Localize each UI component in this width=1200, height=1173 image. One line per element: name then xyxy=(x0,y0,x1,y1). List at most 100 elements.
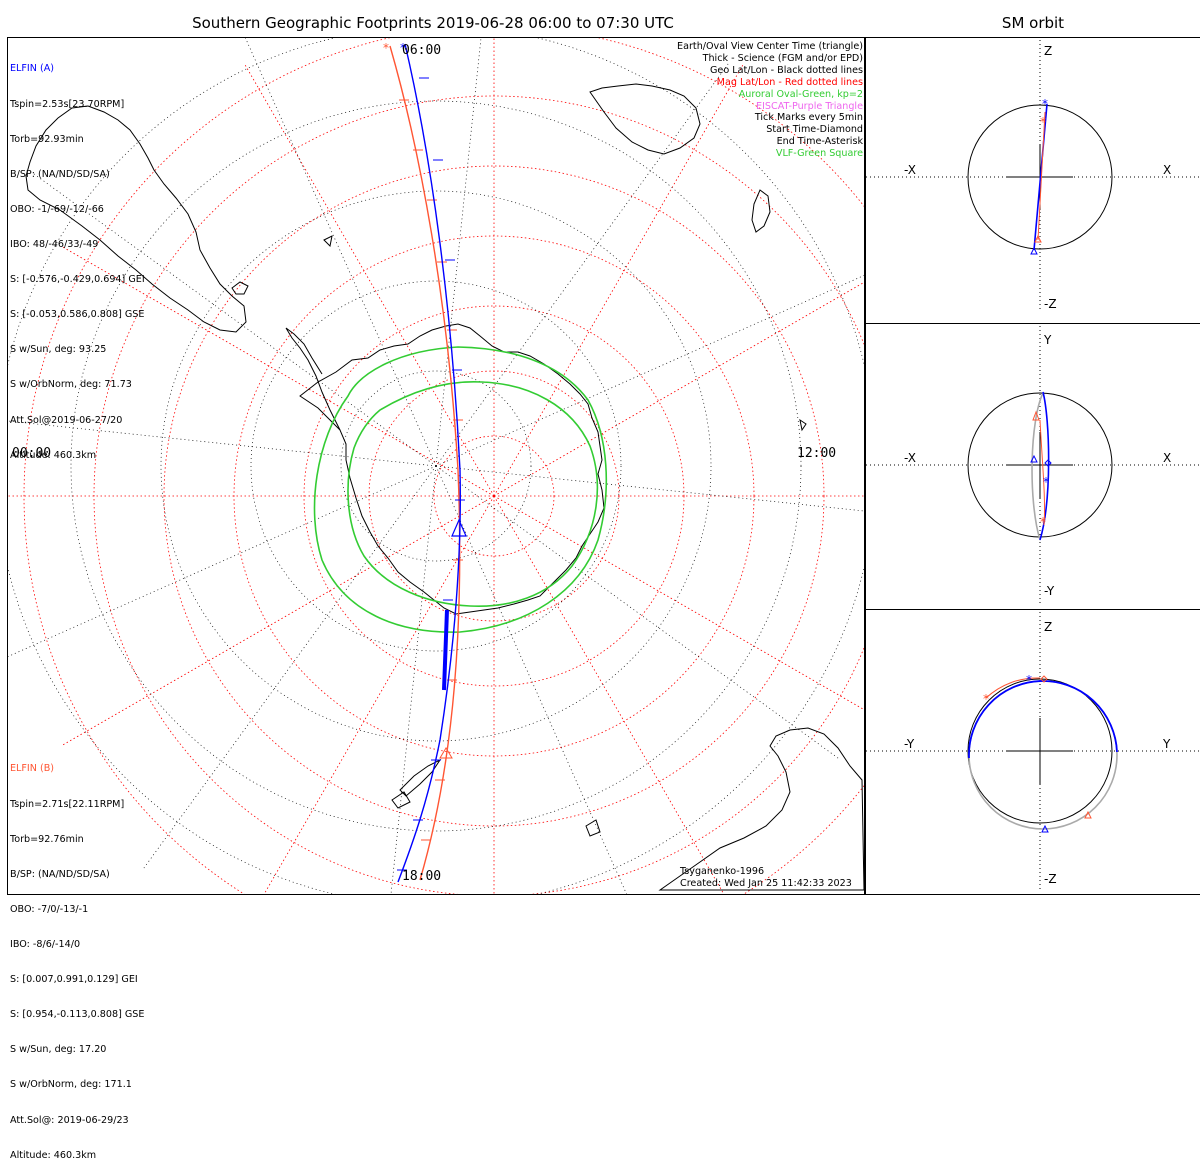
elfin-b-end-asterisk: * xyxy=(383,41,389,55)
kerguelen xyxy=(799,418,807,432)
south-america-coastline xyxy=(25,105,247,333)
credits: Tsyganenko-1996 Created: Wed Jan 25 11:4… xyxy=(680,866,852,889)
sm1-top-label: Z xyxy=(1044,44,1053,58)
elfin-b-view-center-triangle xyxy=(439,747,453,759)
elfin-b-line: OBO: -7/0/-13/-1 xyxy=(10,903,89,915)
madagascar xyxy=(751,189,771,233)
elfin-b-line: S: [0.954,-0.113,0.808] GSE xyxy=(10,1009,145,1021)
svg-text:*: * xyxy=(1026,673,1032,687)
legend-item: Geo Lat/Lon - Black dotted lines xyxy=(709,64,863,76)
elfin-a-line: S w/OrbNorm, deg: 71.73 xyxy=(10,379,132,391)
geo-lon-line xyxy=(8,465,437,657)
antarctic-peninsula xyxy=(285,327,341,431)
antarctica-coastline xyxy=(299,323,605,615)
mag-lon-line xyxy=(60,495,495,747)
elfin-a-line: S: [-0.053,0.586,0.808] GSE xyxy=(10,309,145,321)
mag-lat-circle xyxy=(303,305,685,687)
elfin-b-line: IBO: -8/6/-14/0 xyxy=(10,938,81,950)
sm-orbit-panel-2: * * xyxy=(866,326,1200,606)
sm-orbit-panel-1: * * xyxy=(866,40,1200,310)
elfin-a-line: OBO: -1/-69/-12/-66 xyxy=(10,203,104,215)
new-zealand xyxy=(391,758,442,809)
elfin-b-track: * xyxy=(383,41,463,881)
mag-lat-circle xyxy=(163,165,825,827)
legend-item: EISCAT-Purple Triangle xyxy=(756,100,863,112)
created-timestamp: Created: Wed Jan 25 11:42:33 2023 xyxy=(680,877,852,889)
legend-item: Start Time-Diamond xyxy=(766,124,863,136)
elfin-a-line: S w/Sun, deg: 93.25 xyxy=(10,344,107,356)
model-name: Tsyganenko-1996 xyxy=(680,866,765,877)
mag-lon-line xyxy=(243,62,495,497)
mag-lat-lon-grid xyxy=(8,38,864,894)
legend-item: End Time-Asterisk xyxy=(776,136,863,148)
sm2-right-label: X xyxy=(1163,451,1172,465)
svg-text:*: * xyxy=(1042,97,1048,111)
legend-item: VLF-Green Square xyxy=(775,148,863,160)
footprint-map-panel xyxy=(7,37,865,895)
elfin-a-line: IBO: 48/-46/33/-49 xyxy=(10,238,99,250)
elfin-b-line: Altitude: 460.3km xyxy=(10,1149,97,1161)
sm1-right-label: X xyxy=(1163,163,1172,177)
elfin-a-info: ELFIN (A) Tspin=2.53s[23.70RPM] Torb=92.… xyxy=(10,40,145,473)
auroral-oval-inner xyxy=(347,380,599,607)
geo-lat-circle xyxy=(70,100,802,832)
elfin-a-end-asterisk: * xyxy=(400,41,406,55)
auroral-oval-outer xyxy=(313,346,608,633)
sm-orbit-title: SM orbit xyxy=(1001,14,1065,32)
elfin-b-line: S w/Sun, deg: 17.20 xyxy=(10,1044,107,1056)
geo-lon-line xyxy=(31,171,437,467)
geo-lon-line xyxy=(435,38,482,467)
elfin-a-view-center-triangle xyxy=(451,518,467,537)
sm3-left-label: -Y xyxy=(904,737,915,751)
elfin-b-name: ELFIN (B) xyxy=(10,763,55,775)
falklands xyxy=(231,281,249,295)
geo-lat-circle xyxy=(160,190,712,742)
svg-text:*: * xyxy=(983,692,989,706)
legend-item: Thick - Science (FGM and/or EPD) xyxy=(702,52,863,64)
geo-lon-line xyxy=(141,465,437,871)
elfin-a-name: ELFIN (A) xyxy=(10,63,55,75)
elfin-a-line: Torb=92.93min xyxy=(10,133,84,145)
tasmania xyxy=(585,819,601,837)
sm1-bottom-label: -Z xyxy=(1044,297,1057,311)
sm1-left-label: -X xyxy=(904,163,916,177)
south-georgia xyxy=(323,235,333,248)
sm-orbit-panel-3: * * xyxy=(866,612,1200,892)
geo-lon-line xyxy=(435,465,841,761)
svg-text:*: * xyxy=(1040,115,1046,129)
geo-lat-lon-grid xyxy=(8,38,864,894)
geo-lon-line xyxy=(435,465,627,894)
legend-item: Auroral Oval-Green, kp=2 xyxy=(738,88,863,100)
sm-panel-divider xyxy=(865,323,1200,324)
legend: Earth/Oval View Center Time (triangle) T… xyxy=(677,41,863,160)
elfin-a-science-segment xyxy=(442,609,449,691)
time-label-bottom: 18:00 xyxy=(402,869,442,884)
plot-title: Southern Geographic Footprints 2019-06-2… xyxy=(192,14,674,32)
svg-text:*: * xyxy=(1043,475,1049,489)
coastlines xyxy=(25,83,864,891)
geo-lat-circle xyxy=(340,370,532,562)
sm2-top-label: Y xyxy=(1044,333,1052,347)
time-label-left: 00:00 xyxy=(12,446,52,461)
time-label-top: 06:00 xyxy=(402,43,442,58)
mag-lon-line xyxy=(493,495,725,894)
elfin-b-line: B/SP: (NA/ND/SD/SA) xyxy=(10,868,110,880)
geo-lon-line xyxy=(435,61,731,467)
geo-lon-line xyxy=(8,420,437,467)
geo-lon-line xyxy=(390,465,437,894)
legend-item: Earth/Oval View Center Time (triangle) xyxy=(677,41,863,52)
elfin-b-line: Att.Sol@: 2019-06-29/23 xyxy=(10,1114,129,1126)
geo-lat-circle xyxy=(250,280,622,652)
sm2-left-label: -X xyxy=(904,451,916,465)
mag-lon-line xyxy=(493,62,745,497)
sm2-bottom-label: -Y xyxy=(1044,584,1055,598)
mag-lon-line xyxy=(493,495,864,711)
footprint-map: * * * * * * xyxy=(8,38,1200,894)
elfin-b-info: ELFIN (B) Tspin=2.71s[22.11RPM] Torb=92.… xyxy=(10,740,144,1173)
elfin-a-line: Tspin=2.53s[23.70RPM] xyxy=(10,98,125,110)
mag-lat-circle xyxy=(23,38,864,894)
geo-lon-line xyxy=(435,275,864,467)
auroral-oval xyxy=(313,346,608,633)
mag-lon-line xyxy=(493,281,864,497)
time-label-right: 12:00 xyxy=(797,446,837,461)
